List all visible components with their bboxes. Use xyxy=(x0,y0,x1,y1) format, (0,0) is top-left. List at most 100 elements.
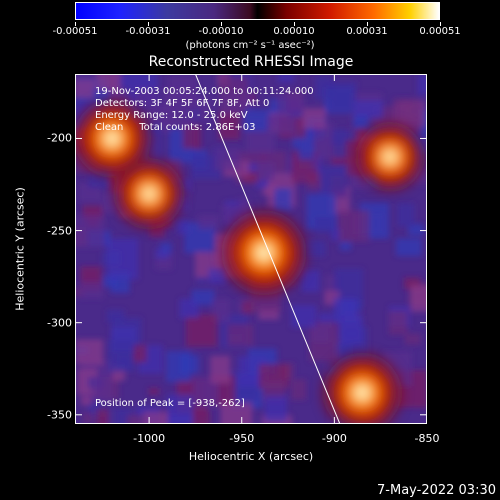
background-texture xyxy=(143,411,168,424)
background-texture xyxy=(397,203,415,227)
background-texture xyxy=(90,376,103,394)
background-texture xyxy=(328,81,357,113)
background-texture xyxy=(80,396,92,406)
y-tick-label: -200 xyxy=(47,131,72,145)
background-texture xyxy=(126,414,145,424)
background-texture xyxy=(191,155,221,180)
background-texture xyxy=(274,114,296,135)
background-texture xyxy=(408,223,425,236)
x-tick-label: -1000 xyxy=(133,432,166,445)
background-texture xyxy=(155,248,169,259)
background-texture xyxy=(219,77,249,115)
background-texture xyxy=(148,122,160,135)
background-texture xyxy=(196,274,207,284)
background-texture xyxy=(82,412,94,424)
background-texture xyxy=(220,402,253,424)
x-axis-title: Heliocentric X (arcsec) xyxy=(188,450,314,463)
limb-line xyxy=(194,74,341,424)
colorbar-tick-label: 0.00010 xyxy=(273,26,315,37)
background-texture xyxy=(192,411,210,424)
background-texture xyxy=(339,315,363,345)
background-texture xyxy=(148,388,160,395)
time-range-label: 19-Nov-2003 00:05:24.000 to 00:11:24.000 xyxy=(95,86,314,97)
background-texture xyxy=(108,339,135,372)
x-tick-label: -950 xyxy=(229,432,255,445)
colorbar-tick-mark xyxy=(148,22,149,26)
background-texture xyxy=(177,220,190,234)
plot-area xyxy=(75,74,427,424)
detectors-label: Detectors: 3F 4F 5F 6F 7F 8F, Att 0 xyxy=(95,98,270,109)
plot-frame xyxy=(75,74,427,424)
background-texture xyxy=(242,171,259,183)
colorbar-tick-label: -0.00010 xyxy=(198,26,244,37)
colorbar-units: (photons cm⁻² s⁻¹ asec⁻²) xyxy=(185,40,315,51)
background-texture xyxy=(278,74,294,83)
background-texture xyxy=(166,414,193,424)
colorbar-tick-mark xyxy=(367,22,368,26)
background-texture xyxy=(185,314,217,347)
background-texture xyxy=(182,124,201,149)
background-texture xyxy=(333,297,357,323)
background-texture xyxy=(298,159,313,170)
y-tick-label: -250 xyxy=(47,224,72,238)
background-texture xyxy=(334,190,348,199)
background-texture xyxy=(75,339,104,365)
background-texture xyxy=(339,241,351,251)
colorbar-tick-mark xyxy=(75,22,76,26)
background-texture xyxy=(302,108,326,129)
background-texture xyxy=(286,98,305,115)
background-texture xyxy=(75,287,84,297)
background-texture xyxy=(315,217,334,234)
background-texture xyxy=(210,355,231,384)
background-texture xyxy=(309,321,339,362)
background-texture xyxy=(179,298,199,319)
background-texture xyxy=(319,165,347,195)
background-texture xyxy=(79,282,104,299)
background-texture xyxy=(404,333,421,345)
background-texture xyxy=(395,238,422,257)
background-texture xyxy=(75,79,95,99)
clean-counts-label: Clean Total counts: 2.86E+03 xyxy=(95,122,256,133)
colorbar-tick-mark xyxy=(294,22,295,26)
background-texture xyxy=(227,324,254,346)
background-texture xyxy=(315,76,333,100)
timestamp: 7-May-2022 03:30 xyxy=(377,483,496,498)
background-texture xyxy=(331,228,343,241)
background-texture xyxy=(255,179,271,189)
background-texture xyxy=(244,109,268,132)
colorbar-tick-label: -0.00051 xyxy=(52,26,98,37)
background-texture xyxy=(181,179,192,192)
background-texture xyxy=(214,147,241,171)
background-texture xyxy=(238,198,249,209)
colorbar-tick-label: 0.00051 xyxy=(419,26,461,37)
background-texture xyxy=(338,210,370,242)
colorbar xyxy=(75,2,440,20)
emission-source xyxy=(323,353,402,424)
background-texture xyxy=(388,310,408,335)
background-texture xyxy=(168,75,197,101)
chart-title: Reconstructed RHESSI Image xyxy=(148,54,354,70)
colorbar-tick-label: 0.00031 xyxy=(346,26,388,37)
background-texture xyxy=(417,74,427,95)
background-texture xyxy=(353,115,369,129)
emission-source xyxy=(356,123,424,191)
background-texture xyxy=(166,350,192,382)
background-texture xyxy=(218,111,241,140)
colorbar-tick-label: -0.00031 xyxy=(125,26,171,37)
peak-position-label: Position of Peak = [-938,-262] xyxy=(95,398,245,409)
y-tick-label: -350 xyxy=(47,408,72,422)
background-texture xyxy=(353,100,383,119)
energy-range-label: Energy Range: 12.0 - 25.0 keV xyxy=(95,110,248,121)
colorbar-tick-mark xyxy=(440,22,441,26)
background-texture xyxy=(133,344,147,363)
background-texture xyxy=(291,379,307,400)
emission-source xyxy=(221,210,306,295)
background-texture xyxy=(208,268,227,284)
background-texture xyxy=(93,89,111,105)
background-texture xyxy=(264,395,287,422)
x-tick-label: -900 xyxy=(321,432,347,445)
emission-source xyxy=(75,100,151,177)
background-texture xyxy=(302,240,326,257)
y-tick-label: -300 xyxy=(47,316,72,330)
colorbar-tick-mark xyxy=(221,22,222,26)
